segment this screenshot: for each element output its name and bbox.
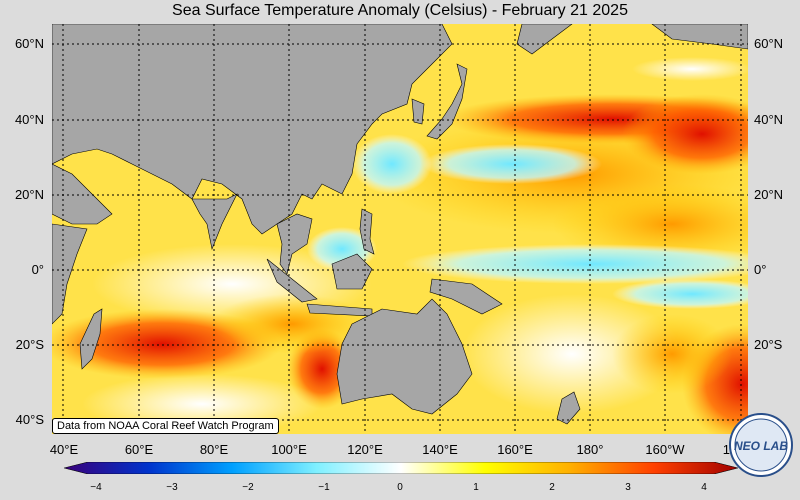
colorbar-tick-neg1: −1 bbox=[318, 482, 330, 493]
logo-text: NEO LAB bbox=[734, 439, 788, 453]
lon-label-160e: 160°E bbox=[497, 442, 533, 457]
colorbar-tick-0: 0 bbox=[397, 482, 403, 493]
land-masses bbox=[52, 24, 748, 425]
colorbar bbox=[64, 462, 738, 474]
lon-label-160w: 160°W bbox=[645, 442, 685, 457]
map-canvas bbox=[52, 24, 748, 434]
lon-label-140e: 140°E bbox=[422, 442, 458, 457]
lat-label-right-0: 0° bbox=[754, 262, 767, 277]
lat-label-right-20s: 20°S bbox=[754, 337, 783, 352]
lon-label-120e: 120°E bbox=[347, 442, 383, 457]
colorbar-tick-neg3: −3 bbox=[166, 482, 178, 493]
graticule bbox=[52, 24, 748, 434]
lat-label-left-60n: 60°N bbox=[14, 36, 44, 51]
colorbar-tick-4: 4 bbox=[701, 482, 707, 493]
colorbar-tick-neg2: −2 bbox=[242, 482, 254, 493]
lat-label-right-20n: 20°N bbox=[754, 187, 784, 202]
lon-label-180: 180° bbox=[576, 442, 604, 457]
lon-label-80e: 80°E bbox=[199, 442, 229, 457]
colorbar-tick-1: 1 bbox=[473, 482, 479, 493]
map-title: Sea Surface Temperature Anomaly (Celsius… bbox=[172, 2, 628, 19]
lat-label-left-40s: 40°S bbox=[15, 412, 44, 427]
sst-anomaly-map bbox=[52, 24, 748, 434]
lat-label-left-0: 0° bbox=[31, 262, 44, 277]
neo-lab-logo: NEO LAB bbox=[729, 413, 793, 477]
lon-label-40e: 40°E bbox=[49, 442, 79, 457]
data-credit-label: Data from NOAA Coral Reef Watch Program bbox=[52, 418, 279, 434]
lat-label-right-60n: 60°N bbox=[754, 36, 784, 51]
lat-label-left-40n: 40°N bbox=[14, 112, 44, 127]
lon-label-60e: 60°E bbox=[124, 442, 154, 457]
lat-label-right-40n: 40°N bbox=[754, 112, 784, 127]
colorbar-tick-neg4: −4 bbox=[90, 482, 102, 493]
colorbar-tick-2: 2 bbox=[549, 482, 555, 493]
colorbar-tick-3: 3 bbox=[625, 482, 631, 493]
lon-label-100e: 100°E bbox=[271, 442, 307, 457]
lat-label-left-20n: 20°N bbox=[14, 187, 44, 202]
lat-label-left-20s: 20°S bbox=[15, 337, 44, 352]
